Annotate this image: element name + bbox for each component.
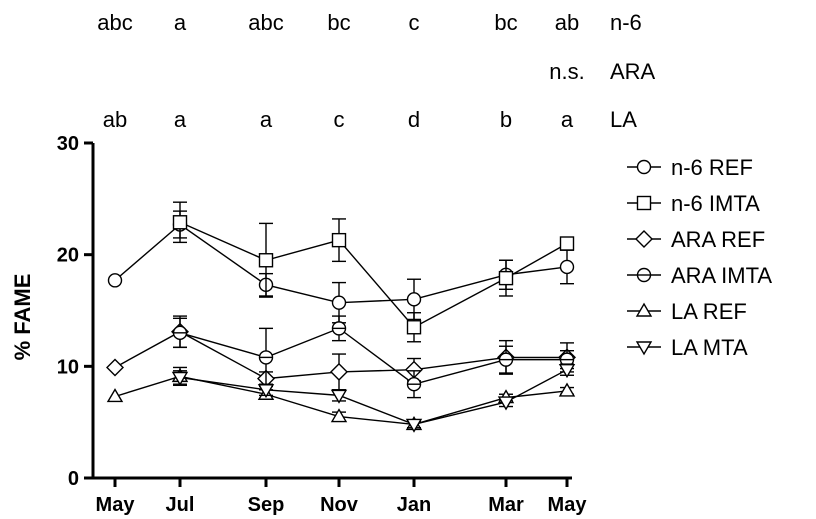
data-point [558,382,576,397]
data-point [330,389,348,404]
legend-label: n-6 IMTA [671,191,760,216]
data-point [405,418,423,433]
annotation-row-label: LA [610,107,637,132]
series-line [179,221,568,329]
data-point [106,358,124,377]
legend-marker [636,195,652,211]
data-point [558,363,576,379]
data-point [406,320,422,335]
series-lines [106,201,576,433]
annotation-letter: a [561,107,574,132]
data-point [107,273,123,288]
annotation-letter: c [409,10,420,35]
annotation-row-label: n-6 [610,10,642,35]
annotation-letter: bc [494,10,517,35]
legend-item: n-6 REF [627,155,753,180]
y-axis-title: % FAME [10,274,35,361]
annotation-letter: n.s. [549,59,584,84]
annotation-letter: abc [97,10,132,35]
legend-marker [635,302,653,317]
legend-item: LA REF [627,299,747,324]
y-tick-label: 0 [68,468,79,490]
legend-marker [635,341,653,356]
data-point [498,352,514,367]
legend-marker [636,159,652,175]
data-point [559,259,575,275]
data-point [171,371,189,386]
data-point [258,350,274,365]
legend-label: LA REF [671,299,747,324]
annotation-letter: a [174,107,187,132]
series-3 [172,315,575,399]
annotation-letter: bc [327,10,350,35]
legend-label: n-6 REF [671,155,753,180]
y-tick-label: 30 [57,133,79,155]
x-tick-label: Mar [488,494,524,516]
data-point [330,362,348,381]
data-point [331,295,347,310]
x-tick-label: Sep [248,494,285,516]
annotation-letter: b [500,107,512,132]
legend-label: ARA REF [671,227,765,252]
series-1 [172,201,575,343]
annotation-letter: ab [555,10,579,35]
legend: n-6 REF n-6 IMTA ARA REF ARA IMTA LA REF LA M… [627,155,772,360]
annotation-letter: a [260,107,273,132]
series-line [179,327,567,385]
data-point [406,292,422,307]
annotation-row-label: ARA [610,59,656,84]
legend-item: LA MTA [627,335,748,360]
data-point [331,321,347,336]
data-point [172,325,188,341]
significance-annotations: abc a abc bc c bc ab n-6 n.s. ARA ab a a c d b a LA [97,10,655,132]
x-tick-label: Jan [397,494,431,516]
data-point [258,253,274,268]
x-tick-label: May [96,494,136,516]
legend-label: LA MTA [671,335,748,360]
y-tick-label: 20 [57,245,79,267]
axes: 0 10 20 30 May Jul Sep Nov Jan Mar May [57,133,588,516]
legend-item: ARA IMTA [627,263,772,288]
legend-item: n-6 IMTA [627,191,760,216]
data-point [106,388,124,403]
legend-marker [635,230,653,248]
annotation-letter: d [408,107,420,132]
data-point [406,377,422,392]
data-point [559,236,575,251]
annotation-letter: c [334,107,345,132]
legend-item: ARA REF [627,227,765,252]
legend-label: ARA IMTA [671,263,772,288]
legend-marker [636,267,652,283]
x-tick-label: Jul [166,494,195,516]
series-line [179,369,568,426]
data-point [497,396,515,411]
y-tick-label: 10 [57,356,79,378]
data-point [331,232,347,248]
annotation-letter: a [174,10,187,35]
annotation-letter: abc [248,10,283,35]
data-point [330,408,348,423]
x-tick-label: May [548,494,588,516]
data-point [498,270,514,286]
series-5 [171,363,576,433]
x-tick-label: Nov [320,494,359,516]
data-point [257,384,275,399]
data-point [172,215,188,230]
annotation-letter: ab [103,107,127,132]
